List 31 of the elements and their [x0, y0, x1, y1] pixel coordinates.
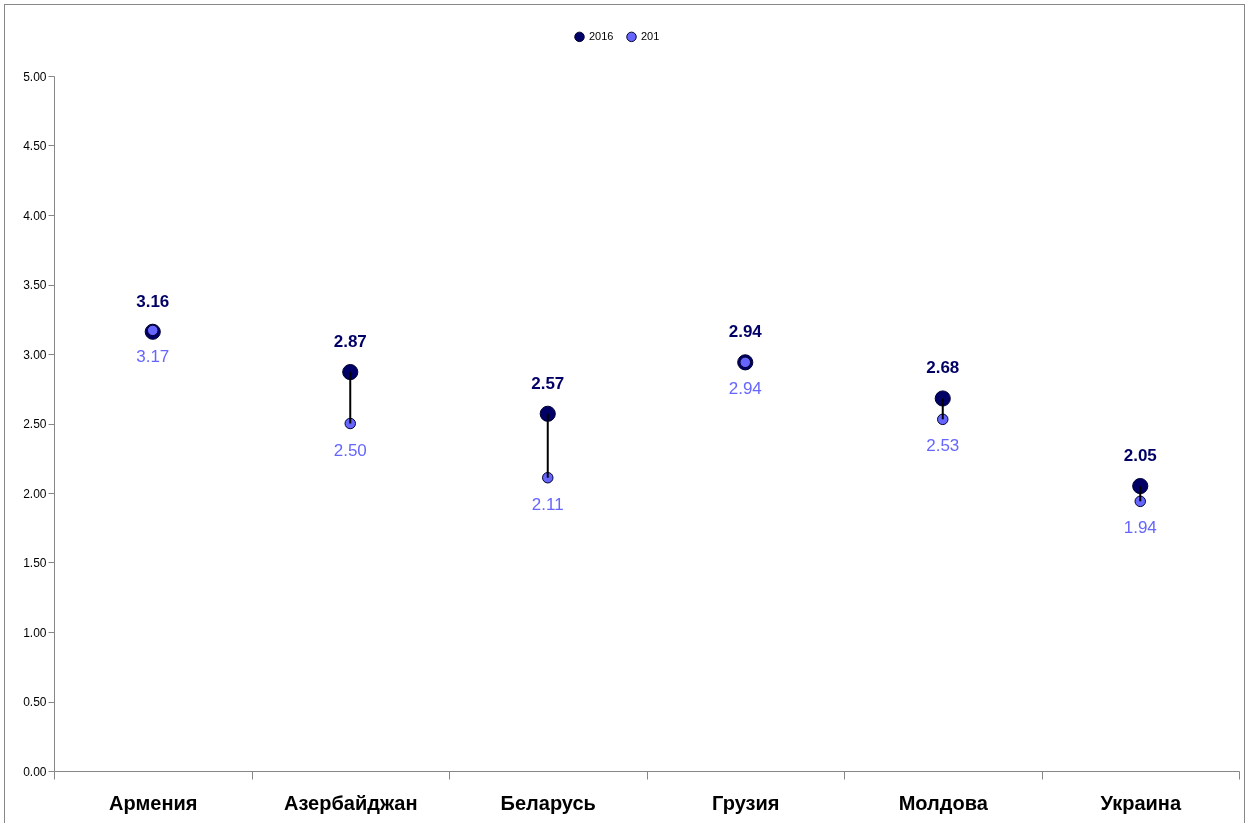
x-tick-label: Армения [109, 791, 198, 814]
y-tick-label: 2.00 [23, 486, 47, 501]
data-label: 1.94 [1123, 518, 1157, 538]
data-label: 2.68 [926, 358, 960, 378]
data-label: 2.53 [926, 436, 960, 456]
x-tick-label: Грузия [712, 791, 780, 814]
y-tick-label: 0.50 [23, 695, 47, 709]
x-tick-label: Азербайджан [283, 791, 418, 814]
data-label: 2.57 [531, 373, 565, 393]
y-tick-label: 0.00 [23, 764, 47, 779]
x-tick-label: Молдова [898, 791, 989, 814]
x-tick-label: Беларусь [500, 791, 596, 814]
y-tick-label: 1.50 [23, 556, 47, 570]
legend-label: 201 [641, 29, 660, 42]
y-tick-label: 3.00 [23, 347, 47, 362]
data-label: 3.16 [136, 291, 170, 311]
y-tick-label: 2.50 [23, 417, 47, 431]
y-tick-label: 3.50 [23, 278, 47, 292]
y-tick-label: 4.50 [23, 139, 47, 153]
data-label: 2.87 [333, 332, 367, 352]
data-label: 2.05 [1123, 446, 1157, 466]
x-tick-label: Украина [1100, 791, 1182, 814]
data-label: 3.17 [136, 347, 170, 367]
data-label: 2.94 [728, 322, 763, 342]
y-tick-label: 1.00 [23, 625, 47, 640]
y-tick-label: 4.00 [23, 208, 47, 223]
legend-label: 2016 [589, 29, 614, 42]
y-tick-label: 5.00 [23, 69, 47, 84]
data-label: 2.94 [728, 379, 762, 399]
data-label: 2.50 [333, 440, 367, 460]
data-label: 2.11 [531, 494, 564, 514]
